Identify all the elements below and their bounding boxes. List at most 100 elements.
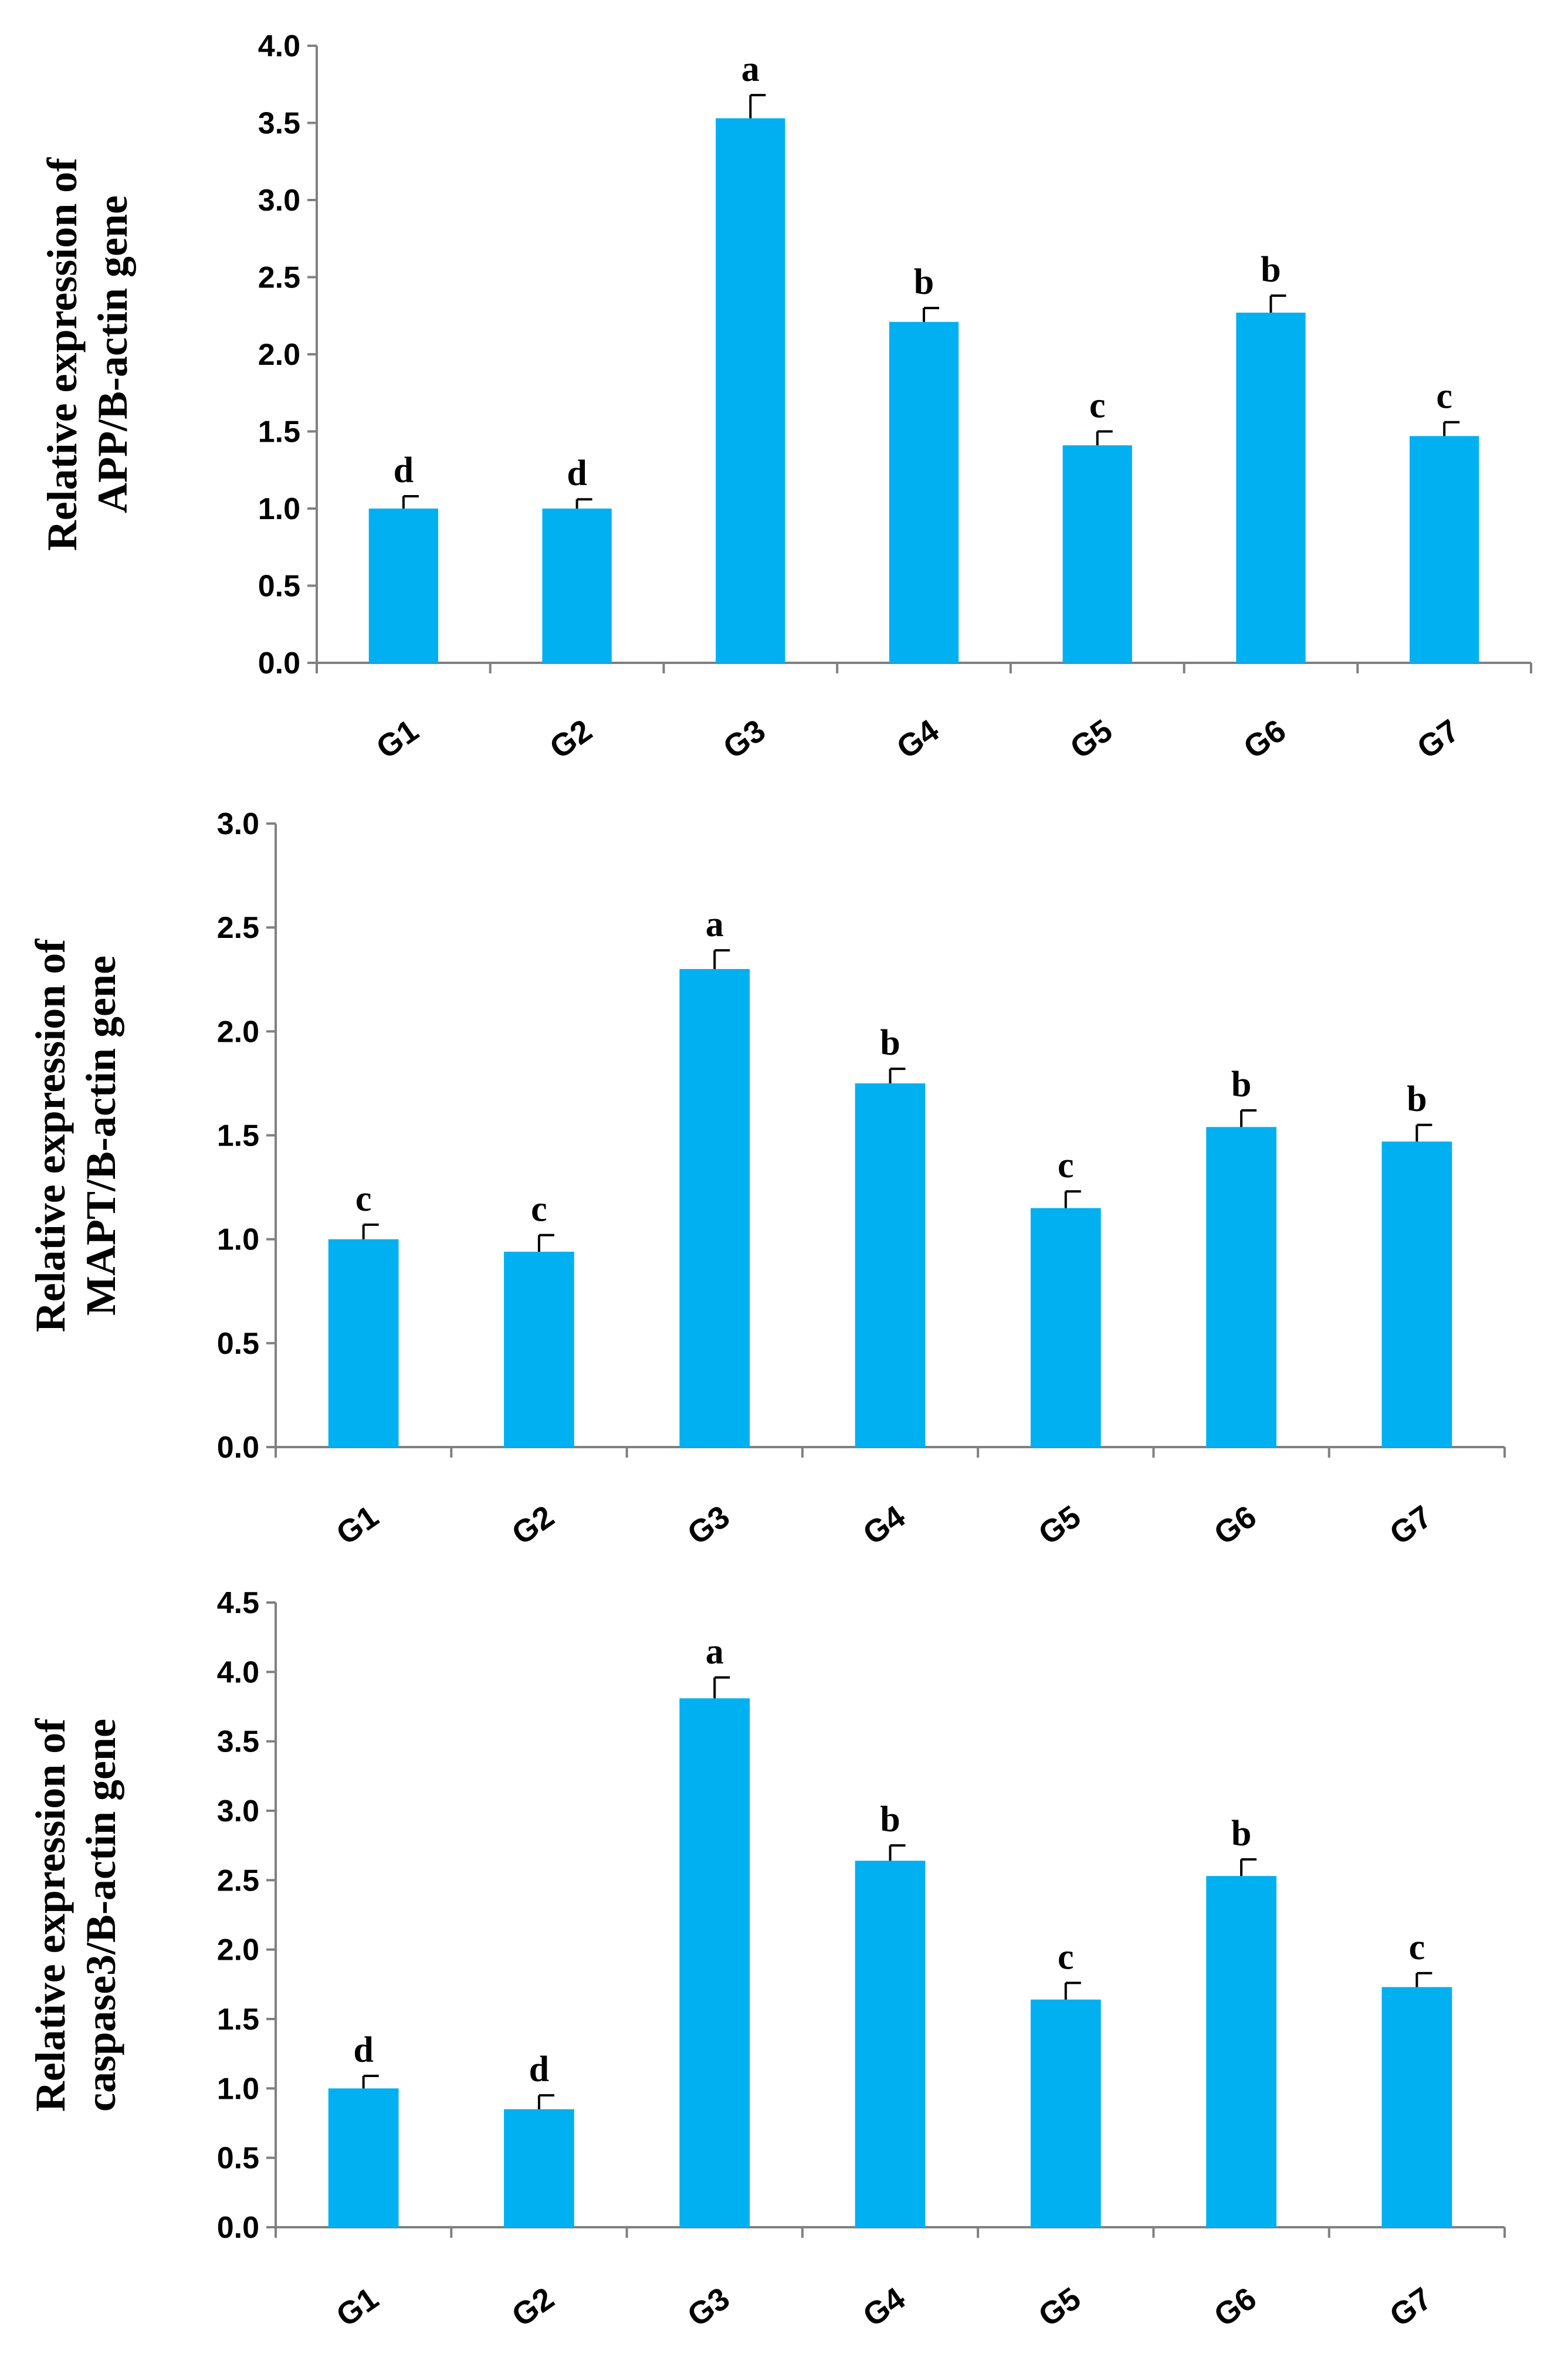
x-tick-label: G2 (506, 1499, 560, 1551)
y-tick-label: 1.0 (217, 2072, 259, 2106)
y-tick-label: 0.5 (217, 1327, 259, 1361)
y-tick-label: 2.0 (258, 338, 300, 372)
bar-g2 (504, 1251, 574, 1447)
chart-panel-3: 0.0 0.5 1.0 1.5 2.0 2.5 3.0 3.5 4.0 4.5 d G1 d G2 a G3 b… (27, 1586, 1506, 2333)
y-tick-label: 4.0 (217, 1655, 259, 1689)
significance-label: b (914, 262, 934, 302)
significance-label: b (880, 1800, 900, 1839)
y-axis-label-line: Relative expression of (39, 157, 86, 551)
y-tick-label: 4.0 (258, 29, 300, 63)
significance-label: b (1261, 250, 1281, 290)
bar-g4 (855, 1861, 926, 2227)
x-tick-label: G3 (681, 1499, 736, 1551)
bar-g6 (1206, 1876, 1276, 2227)
y-tick-label: 1.0 (258, 492, 300, 526)
y-axis-label: Relative expression ofMAPT/B-actin gene (27, 939, 124, 1333)
significance-label: b (1231, 1814, 1251, 1854)
bar-g5 (1030, 1208, 1101, 1447)
significance-label: c (531, 1190, 547, 1229)
y-tick-label: 3.0 (217, 1794, 259, 1828)
bar-g3 (679, 969, 750, 1447)
y-tick-label: 1.5 (217, 1119, 259, 1153)
x-tick-label: G7 (1411, 713, 1465, 765)
chart-panel-1: 0.0 0.5 1.0 1.5 2.0 2.5 3.0 3.5 4.0 d G1 d G2 a G3 b G4 c… (39, 29, 1532, 765)
x-tick-label: G4 (890, 713, 945, 765)
significance-label: d (353, 2030, 373, 2070)
y-axis-label-line: APP/B-actin gene (89, 195, 136, 513)
bar-g3 (716, 118, 785, 663)
significance-label: b (1407, 1079, 1427, 1119)
y-axis-label: Relative expression ofcaspase3/B-actin g… (27, 1718, 124, 2112)
x-tick-label: G6 (1237, 713, 1292, 765)
x-tick-label: G4 (856, 2281, 911, 2333)
y-tick-label: 1.5 (217, 2003, 259, 2037)
y-tick-label: 2.5 (217, 911, 259, 945)
y-tick-label: 1.0 (217, 1223, 259, 1257)
y-axis-label: Relative expression ofAPP/B-actin gene (39, 157, 136, 551)
x-tick-label: G5 (1032, 2281, 1087, 2333)
bar-g3 (679, 1698, 750, 2227)
significance-label: d (394, 450, 414, 490)
y-tick-label: 3.0 (217, 807, 259, 841)
significance-label: c (1089, 386, 1106, 426)
x-tick-label: G6 (1208, 2281, 1262, 2333)
y-tick-label: 2.0 (217, 1015, 259, 1049)
significance-label: a (741, 49, 760, 89)
y-axis-label-line: Relative expression of (27, 939, 74, 1333)
bar-g2 (504, 2109, 574, 2227)
bar-g1 (328, 2088, 399, 2227)
x-tick-label: G1 (330, 2281, 385, 2333)
y-tick-label: 2.5 (258, 261, 300, 295)
x-tick-label: G7 (1383, 1499, 1438, 1551)
x-tick-label: G3 (681, 2281, 736, 2333)
bar-g6 (1206, 1127, 1276, 1447)
y-axis-label-line: caspase3/B-actin gene (77, 1719, 124, 2112)
significance-label: a (706, 1632, 724, 1672)
bar-g4 (889, 321, 959, 663)
significance-label: b (880, 1023, 900, 1063)
bar-g7 (1410, 436, 1479, 663)
x-tick-label: G4 (856, 1499, 911, 1551)
y-tick-label: 1.5 (258, 415, 300, 449)
significance-label: d (529, 2049, 549, 2089)
bar-g5 (1030, 1999, 1101, 2227)
x-tick-label: G5 (1064, 713, 1119, 765)
x-tick-label: G3 (717, 713, 771, 765)
bar-g7 (1381, 1987, 1452, 2227)
x-tick-label: G1 (370, 713, 425, 765)
significance-label: c (1058, 1937, 1074, 1977)
y-tick-label: 2.5 (217, 1864, 259, 1898)
x-tick-label: G2 (544, 713, 598, 765)
x-tick-label: G1 (330, 1499, 385, 1551)
bar-g1 (328, 1239, 399, 1447)
significance-label: c (1409, 1927, 1425, 1967)
y-axis-label-line: MAPT/B-actin gene (77, 956, 124, 1316)
y-tick-label: 3.5 (258, 107, 300, 141)
significance-label: c (1436, 377, 1452, 416)
y-tick-label: 2.0 (217, 1933, 259, 1967)
significance-label: d (567, 453, 587, 493)
bar-g2 (542, 509, 612, 663)
y-tick-label: 3.5 (217, 1725, 259, 1759)
x-tick-label: G2 (506, 2281, 560, 2333)
bar-g5 (1062, 445, 1132, 663)
bar-g6 (1236, 312, 1306, 663)
x-tick-label: G7 (1383, 2281, 1438, 2333)
significance-label: b (1231, 1065, 1251, 1105)
y-tick-label: 0.5 (258, 570, 300, 604)
x-tick-label: G5 (1032, 1499, 1087, 1551)
chart-panel-2: 0.0 0.5 1.0 1.5 2.0 2.5 3.0 c G1 c G2 a G3 b G4 c G5 b G6 b… (27, 807, 1506, 1551)
bar-g7 (1381, 1141, 1452, 1447)
y-tick-label: 0.0 (217, 2211, 259, 2245)
y-tick-label: 4.5 (217, 1586, 259, 1620)
y-tick-label: 0.5 (217, 2142, 259, 2176)
x-tick-label: G6 (1208, 1499, 1262, 1551)
significance-label: c (355, 1179, 372, 1219)
y-tick-label: 0.0 (217, 1431, 259, 1465)
significance-label: a (706, 904, 724, 944)
bar-g4 (855, 1083, 926, 1447)
bar-g1 (368, 509, 438, 663)
y-tick-label: 0.0 (258, 646, 300, 680)
significance-label: c (1058, 1146, 1074, 1185)
